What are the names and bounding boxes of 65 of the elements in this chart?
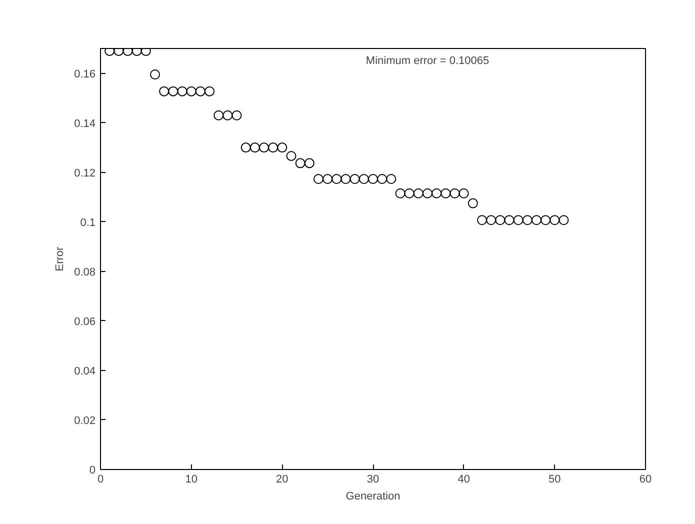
point	[177, 86, 188, 96]
point	[513, 215, 524, 226]
point	[440, 188, 451, 198]
point	[295, 158, 306, 168]
x-tick-label: 40	[458, 474, 470, 486]
point	[268, 142, 278, 153]
point	[413, 188, 424, 198]
point	[468, 198, 478, 208]
point	[358, 174, 369, 184]
point	[458, 188, 469, 198]
point	[404, 188, 414, 198]
y-tick-label: 0.08	[74, 266, 96, 278]
point	[286, 150, 296, 161]
point	[532, 215, 542, 226]
point	[540, 215, 551, 226]
point	[250, 142, 260, 153]
point	[150, 70, 160, 80]
point	[322, 174, 333, 184]
point	[168, 86, 178, 96]
x-tick-label: 60	[639, 474, 652, 486]
point	[432, 188, 442, 198]
annotation: Minimum error = 0.10065	[366, 55, 490, 68]
x-tick-label: 0	[97, 474, 104, 486]
point	[550, 215, 560, 226]
y-tick-label: 0.12	[74, 167, 96, 180]
point	[558, 215, 569, 226]
x-tick-label: 50	[548, 474, 561, 486]
point	[522, 215, 532, 226]
point	[259, 142, 269, 153]
point	[232, 110, 242, 120]
point	[240, 142, 251, 153]
y-tick-label: 0.04	[74, 365, 96, 378]
point	[204, 86, 214, 96]
point	[159, 86, 170, 96]
point	[368, 174, 378, 184]
point	[277, 142, 288, 153]
point	[377, 174, 388, 184]
point	[395, 188, 406, 198]
point	[186, 86, 196, 96]
point	[477, 215, 487, 226]
y-tick-label: 0.02	[74, 414, 96, 427]
point	[386, 174, 396, 184]
y-tick-label: 0	[89, 464, 96, 476]
x-tick-label: 20	[276, 474, 288, 486]
y-axis-title: Error	[54, 246, 66, 272]
point	[195, 86, 206, 96]
point	[486, 215, 496, 226]
point	[450, 188, 460, 198]
y-tick-label: 0.16	[74, 68, 96, 80]
y-tick-label: 0.1	[80, 216, 96, 229]
x-axis-title: Generation	[346, 490, 400, 502]
point	[340, 174, 351, 184]
point	[504, 215, 514, 226]
point	[304, 158, 314, 168]
point	[222, 110, 233, 120]
point	[214, 110, 224, 120]
y-tick-label: 0.14	[74, 118, 96, 130]
y-tick-label: 0.06	[74, 316, 96, 328]
point	[332, 174, 342, 184]
point	[350, 174, 360, 184]
point	[495, 215, 506, 226]
x-tick-label: 10	[185, 474, 198, 486]
point	[314, 174, 324, 184]
point	[422, 188, 432, 198]
x-tick-label: 30	[366, 474, 380, 486]
